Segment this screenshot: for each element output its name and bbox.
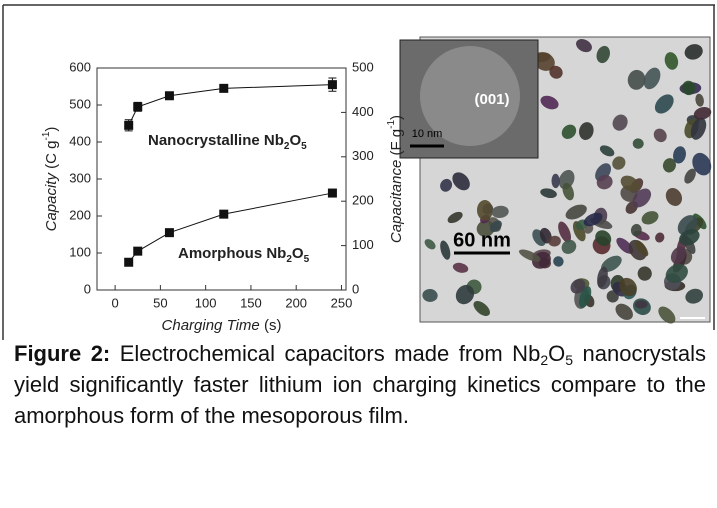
marker <box>124 121 133 130</box>
series-label: Nanocrystalline Nb2O5 <box>148 132 307 152</box>
x-tick-label: 150 <box>240 295 262 310</box>
x-axis-title-part: Charging Time <box>162 317 260 334</box>
y2-axis-title-part: (F g <box>388 129 405 160</box>
caption: Figure 2: Electrochemical capacitors mad… <box>14 338 706 431</box>
caption-label: Figure 2: <box>14 341 110 366</box>
micrograph: (001) 10 nm 60 nm <box>400 36 715 326</box>
series-label-part: O <box>292 245 304 262</box>
series-label-part: 5 <box>304 254 310 265</box>
marker <box>165 228 174 237</box>
y2-tick-label: 400 <box>352 104 374 119</box>
y-tick-label: 600 <box>69 59 91 74</box>
series-label: Amorphous Nb2O5 <box>178 245 310 265</box>
marker <box>165 91 174 100</box>
marker <box>124 258 133 267</box>
marker <box>133 102 142 111</box>
scale-label: 60 nm <box>453 229 511 251</box>
x-axis-title: Charging Time (s) <box>162 317 282 334</box>
caption-sub: 5 <box>565 352 573 368</box>
x-tick-label: 100 <box>195 295 217 310</box>
marker <box>133 247 142 256</box>
x-tick-label: 50 <box>153 295 167 310</box>
series-label-part: Nanocrystalline Nb <box>148 132 284 149</box>
page: {"chart_data": {"type": "line", "x_label… <box>0 0 717 508</box>
y2-axis-title: Capacitance (F g-1) <box>386 115 405 243</box>
y-axis-title-part: (C g <box>43 141 60 174</box>
marker <box>328 80 337 89</box>
inset-label: (001) <box>474 91 509 108</box>
y-axis-title-part: Capacity <box>43 172 60 232</box>
marker <box>328 189 337 198</box>
figure: (001) 10 nm 60 nm 0100200300400500600010… <box>0 0 717 340</box>
y2-tick-label: 300 <box>352 148 374 163</box>
y-tick-label: 200 <box>69 207 91 222</box>
y-tick-label: 100 <box>69 244 91 259</box>
y2-axis-title-part: ) <box>388 115 405 120</box>
y2-axis-title-part: Capacitance <box>388 160 405 243</box>
y-tick-label: 400 <box>69 133 91 148</box>
x-tick-label: 200 <box>285 295 307 310</box>
marker <box>219 84 228 93</box>
y2-tick-label: 200 <box>352 193 374 208</box>
series-label-part: O <box>289 132 301 149</box>
caption-text: Electrochemical capacitors made from Nb <box>110 341 540 366</box>
y-axis-title: Capacity (C g-1) <box>41 127 60 232</box>
y2-tick-label: 100 <box>352 237 374 252</box>
x-tick-label: 250 <box>331 295 353 310</box>
y-tick-label: 0 <box>84 281 91 296</box>
marker <box>219 210 228 219</box>
series-label-part: Amorphous Nb <box>178 245 286 262</box>
y2-tick-label: 500 <box>352 59 374 74</box>
y-axis-title-part: ) <box>43 127 60 132</box>
x-axis-title-part: (s) <box>260 317 282 334</box>
y2-tick-label: 0 <box>352 281 359 296</box>
series-label-part: 5 <box>301 141 307 152</box>
caption-sub: 2 <box>540 352 548 368</box>
caption-text: O <box>548 341 565 366</box>
y-tick-label: 500 <box>69 96 91 111</box>
series-line <box>129 85 333 126</box>
y-tick-label: 300 <box>69 170 91 185</box>
x-tick-label: 0 <box>111 295 118 310</box>
inset-scale-label: 10 nm <box>412 128 443 140</box>
